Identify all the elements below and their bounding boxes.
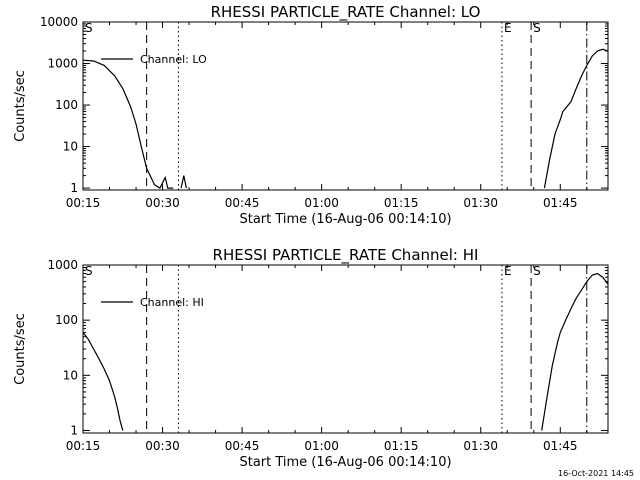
x-tick-label: 01:15 <box>384 196 419 210</box>
plot-area <box>83 22 608 190</box>
series-line <box>543 48 608 189</box>
y-tick-label: 10 <box>63 368 78 382</box>
x-tick-label: 01:00 <box>304 196 339 210</box>
y-tick-label: 100 <box>55 98 78 112</box>
y-axis-label: Counts/sec <box>13 313 28 385</box>
legend-label: Channel: LO <box>140 53 207 66</box>
event-marker-label: E <box>504 21 512 35</box>
chart-title: RHESSI PARTICLE_RATE Channel: HI <box>213 246 479 265</box>
series-line <box>83 59 174 189</box>
chart-panel-2: RHESSI PARTICLE_RATE Channel: HI 00:15 00:… <box>13 246 609 470</box>
series-line <box>83 332 124 431</box>
series-line <box>541 272 608 431</box>
y-tick-label: 100 <box>55 313 78 327</box>
legend-label: Channel: HI <box>140 296 204 309</box>
x-axis-label: Start Time (16-Aug-06 00:14:10) <box>239 455 451 470</box>
plot-area <box>83 265 608 433</box>
plot-frame <box>82 264 609 434</box>
y-tick-label: 10 <box>63 140 78 154</box>
x-tick-label: 00:15 <box>66 196 101 210</box>
y-tick-label: 10000 <box>40 15 78 29</box>
x-tick-label: 00:45 <box>225 196 260 210</box>
event-marker-label: S <box>85 264 93 278</box>
chart-panel-1: RHESSI PARTICLE_RATE Channel: LO 00:15 00:… <box>13 3 609 227</box>
y-tick-label: 1 <box>70 423 78 437</box>
event-marker-label: E <box>504 264 512 278</box>
event-marker-label: S <box>85 21 93 35</box>
footer-timestamp: 16-Oct-2021 14:45 <box>558 469 634 478</box>
x-tick-label: 00:30 <box>145 196 180 210</box>
x-tick-label: 01:45 <box>543 439 578 453</box>
event-marker-label: S <box>533 21 541 35</box>
plot-frame <box>82 21 609 191</box>
x-axis-label: Start Time (16-Aug-06 00:14:10) <box>239 212 451 227</box>
x-tick-label: 00:15 <box>66 439 101 453</box>
y-tick-label: 1000 <box>47 57 78 71</box>
x-tick-label: 01:15 <box>384 439 419 453</box>
y-axis-label: Counts/sec <box>13 70 28 142</box>
x-tick-label: 01:45 <box>543 196 578 210</box>
series-line <box>180 175 187 189</box>
event-marker-label: S <box>533 264 541 278</box>
x-tick-label: 01:30 <box>463 196 498 210</box>
x-tick-label: 01:00 <box>304 439 339 453</box>
x-tick-label: 01:30 <box>463 439 498 453</box>
y-tick-label: 1000 <box>47 258 78 272</box>
chart-title: RHESSI PARTICLE_RATE Channel: LO <box>211 3 481 22</box>
x-tick-label: 00:30 <box>145 439 180 453</box>
y-tick-label: 1 <box>70 181 78 195</box>
x-tick-label: 00:45 <box>225 439 260 453</box>
